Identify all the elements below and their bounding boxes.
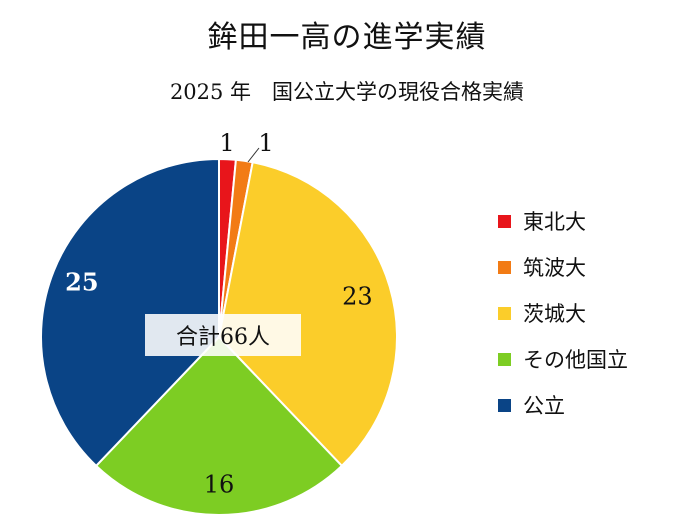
leader-line xyxy=(247,147,260,163)
legend-item-tsukuba: 筑波大 xyxy=(498,249,628,285)
legend-swatch xyxy=(498,306,511,320)
legend-label: その他国立 xyxy=(523,348,628,372)
data-label-1: 1 xyxy=(258,129,273,157)
pie-slice-4 xyxy=(40,157,220,468)
data-label-4: 25 xyxy=(65,268,98,297)
legend-swatch xyxy=(498,214,511,228)
legend-label: 公立 xyxy=(523,394,565,418)
legend-label: 筑波大 xyxy=(523,256,586,280)
legend-item-ibaraki: 茨城大 xyxy=(498,295,628,331)
legend-swatch xyxy=(498,398,511,412)
pie-slice-2 xyxy=(217,161,398,468)
pie-slice-3 xyxy=(94,335,344,516)
data-label-2: 23 xyxy=(342,282,373,310)
legend-label: 茨城大 xyxy=(523,302,586,326)
legend-label: 東北大 xyxy=(523,210,586,234)
legend: 東北大 筑波大 茨城大 その他国立 公立 xyxy=(498,203,628,433)
chart-subtitle: 2025 年 国公立大学の現役合格実績 xyxy=(169,80,525,104)
data-label-0: 1 xyxy=(219,129,234,157)
legend-item-tohoku: 東北大 xyxy=(498,203,628,239)
data-label-3: 16 xyxy=(204,471,235,499)
legend-item-other-national: その他国立 xyxy=(498,341,628,377)
chart-title: 鉾田一高の進学実績 xyxy=(207,20,487,55)
legend-swatch xyxy=(498,260,511,274)
legend-item-public: 公立 xyxy=(498,387,628,423)
legend-swatch xyxy=(498,352,511,366)
total-label: 合計66人 xyxy=(145,314,301,356)
